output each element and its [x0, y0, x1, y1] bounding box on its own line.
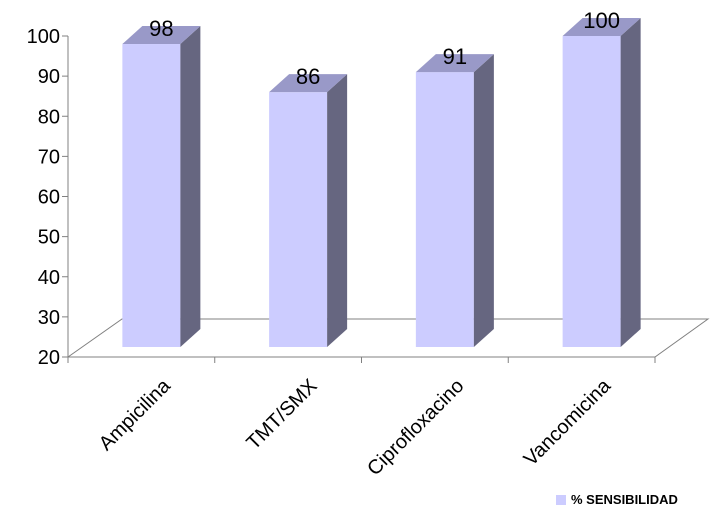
- data-label: 86: [296, 64, 320, 89]
- bar-front: [122, 44, 181, 348]
- y-tick-label: 60: [38, 187, 60, 209]
- legend: % SENSIBILIDAD: [556, 492, 678, 507]
- legend-swatch: [556, 494, 566, 505]
- bar-side: [327, 74, 348, 348]
- y-tick-label: 100: [27, 26, 60, 48]
- bar-side: [620, 18, 641, 347]
- bar-front: [415, 72, 474, 348]
- y-tick-label: 30: [38, 307, 60, 329]
- y-tick-label: 90: [38, 66, 60, 88]
- x-tick-label: Ampicilina: [95, 374, 176, 455]
- data-label: 98: [149, 16, 173, 41]
- x-tick-label: TMT/SMX: [242, 375, 321, 454]
- bar: [269, 74, 348, 348]
- bar-top: [269, 74, 348, 93]
- bar-top: [122, 26, 201, 45]
- x-tick-label: Vancomicina: [520, 374, 616, 470]
- bar: [562, 18, 641, 347]
- chart-floor: [66, 318, 710, 358]
- bar: [415, 54, 494, 348]
- legend-label: % SENSIBILIDAD: [571, 492, 678, 507]
- y-tick-label: 80: [38, 106, 60, 128]
- data-label: 91: [443, 44, 467, 69]
- x-tick-label: Ciprofloxacino: [363, 375, 468, 480]
- bar-side: [473, 54, 494, 348]
- y-tick-label: 50: [38, 227, 60, 249]
- y-tick-label: 40: [38, 267, 60, 289]
- bar-front: [562, 36, 621, 347]
- y-tick-label: 70: [38, 146, 60, 168]
- bar: [122, 26, 201, 348]
- bar-top: [562, 18, 641, 36]
- y-tick-label: 20: [38, 347, 60, 369]
- bar-top: [415, 54, 494, 73]
- bar-front: [269, 92, 328, 347]
- data-label: 100: [583, 8, 620, 33]
- bar-side: [180, 26, 201, 348]
